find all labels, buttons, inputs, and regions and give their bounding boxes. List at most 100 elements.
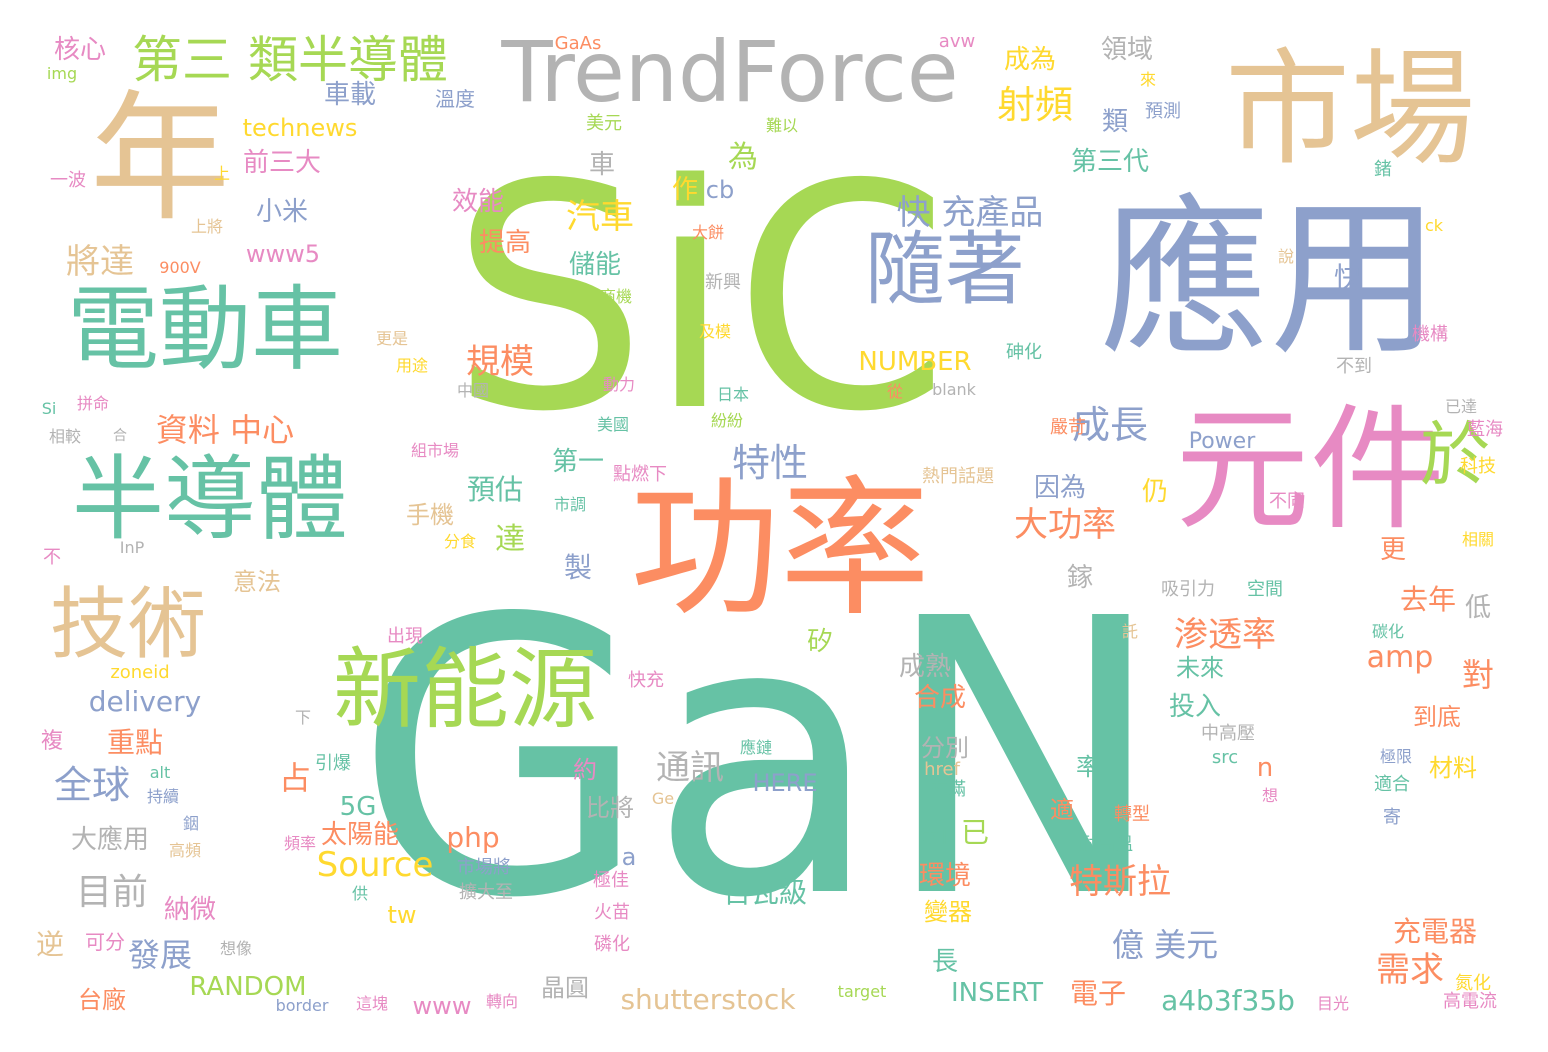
word: 上將 <box>190 217 224 236</box>
word: 充電器 <box>1392 915 1478 948</box>
word: 未來 <box>1176 654 1224 682</box>
word: 動力 <box>602 375 636 394</box>
word: 電子 <box>1069 977 1127 1010</box>
word: GaN <box>354 538 1166 981</box>
word: 百瓦級 <box>722 876 808 909</box>
word: 持續 <box>146 787 180 806</box>
word: 逆 <box>35 928 65 961</box>
word: INSERT <box>950 978 1044 1008</box>
word: 轉型 <box>1114 804 1150 825</box>
word: www <box>412 992 472 1020</box>
word: 空間 <box>1247 579 1283 600</box>
word: 頻率 <box>283 834 317 853</box>
word: 因為 <box>1033 473 1087 503</box>
word: 通訊 <box>656 748 724 788</box>
word: Si <box>41 399 57 418</box>
word: 適 <box>1050 796 1074 824</box>
word: 極佳 <box>593 870 629 891</box>
word: a <box>621 843 637 871</box>
word: 晶圓 <box>541 974 589 1002</box>
word: 電動車 <box>66 276 344 383</box>
word: 投入 <box>1168 692 1222 722</box>
word: 去年 <box>1399 583 1457 616</box>
word: 寄 <box>1383 807 1401 828</box>
word: 快 充產品 <box>896 193 1044 233</box>
word: 銦 <box>182 814 200 833</box>
word: 射頻 <box>996 83 1074 127</box>
word: 到底 <box>1413 703 1461 731</box>
word: 更是 <box>375 329 409 348</box>
word: 成為 <box>1003 45 1057 75</box>
word: 合成 <box>913 683 967 713</box>
word: 占 <box>278 759 312 797</box>
word: 難以 <box>765 116 799 135</box>
word: 高電流 <box>1443 991 1497 1012</box>
word: 高頻 <box>168 841 202 860</box>
word: 變器 <box>924 898 972 926</box>
word: 環境 <box>918 861 972 891</box>
word: 小米 <box>255 197 309 227</box>
word: TrendForce <box>501 23 959 121</box>
word: 可分 <box>85 930 125 954</box>
word: 市調 <box>553 495 587 514</box>
word: 汽車 <box>566 197 634 237</box>
word: 新興 <box>705 272 741 293</box>
word: 科技 <box>1460 456 1496 477</box>
word: 矽 <box>806 627 834 657</box>
word: alt <box>149 763 171 782</box>
word: 成長 <box>1071 403 1149 447</box>
word: 擴大至 <box>459 882 513 903</box>
word: 一波 <box>50 170 86 191</box>
word: 將達 <box>66 242 134 282</box>
word: 900V <box>159 258 201 277</box>
word: 類 <box>1101 107 1129 137</box>
word: 意法 <box>233 568 281 596</box>
word: 已 <box>960 816 990 849</box>
word: 拼命 <box>76 394 110 413</box>
word: 熱門話題 <box>922 466 994 487</box>
word: src <box>1211 747 1239 768</box>
word: 不 <box>43 547 61 568</box>
word: 火苗 <box>594 902 630 923</box>
word: 託 <box>1121 622 1139 641</box>
word: 5G <box>339 792 377 822</box>
word: 耐高溫 <box>1079 834 1133 855</box>
word: 分食 <box>443 532 477 551</box>
word: 全球 <box>53 763 131 807</box>
word: 隨著 <box>865 223 1025 316</box>
word: NUMBER <box>858 347 972 377</box>
word: 應用 <box>1099 181 1441 379</box>
word: 對 <box>1461 656 1495 694</box>
word: 說 <box>1277 247 1295 266</box>
word: 快充 <box>628 670 664 691</box>
word: 車 <box>588 150 616 180</box>
word: 材料 <box>1429 754 1477 782</box>
word: 藍海 <box>1467 419 1503 440</box>
word: 上 <box>213 164 231 183</box>
word: 預估 <box>466 473 524 506</box>
word: avw <box>938 31 976 52</box>
word: 功率 <box>629 463 931 637</box>
word: 成熟 <box>898 652 952 682</box>
word: 分別 <box>921 734 969 762</box>
word: 儲能 <box>568 250 622 280</box>
word: 特性 <box>731 441 809 485</box>
word: 長 <box>931 947 959 977</box>
word: 氮化 <box>1455 973 1491 994</box>
word: 第三 類半導體 <box>132 31 448 89</box>
word: 太陽能 <box>320 820 400 850</box>
word: Source <box>316 845 434 885</box>
word: 元件 <box>1175 391 1445 549</box>
word: 用途 <box>395 356 429 375</box>
word: 供 <box>351 884 369 903</box>
word: ck <box>1424 216 1444 235</box>
word: 下 <box>294 708 312 727</box>
word: 相關 <box>1461 530 1495 549</box>
word: 新能源 <box>332 638 598 741</box>
word: 比將 <box>586 794 634 822</box>
word: 資料 中心 <box>155 411 295 449</box>
word: technews <box>242 114 358 142</box>
word: 轉向 <box>485 992 519 1011</box>
word: 想 <box>1261 786 1279 805</box>
word: 相較 <box>48 427 82 446</box>
